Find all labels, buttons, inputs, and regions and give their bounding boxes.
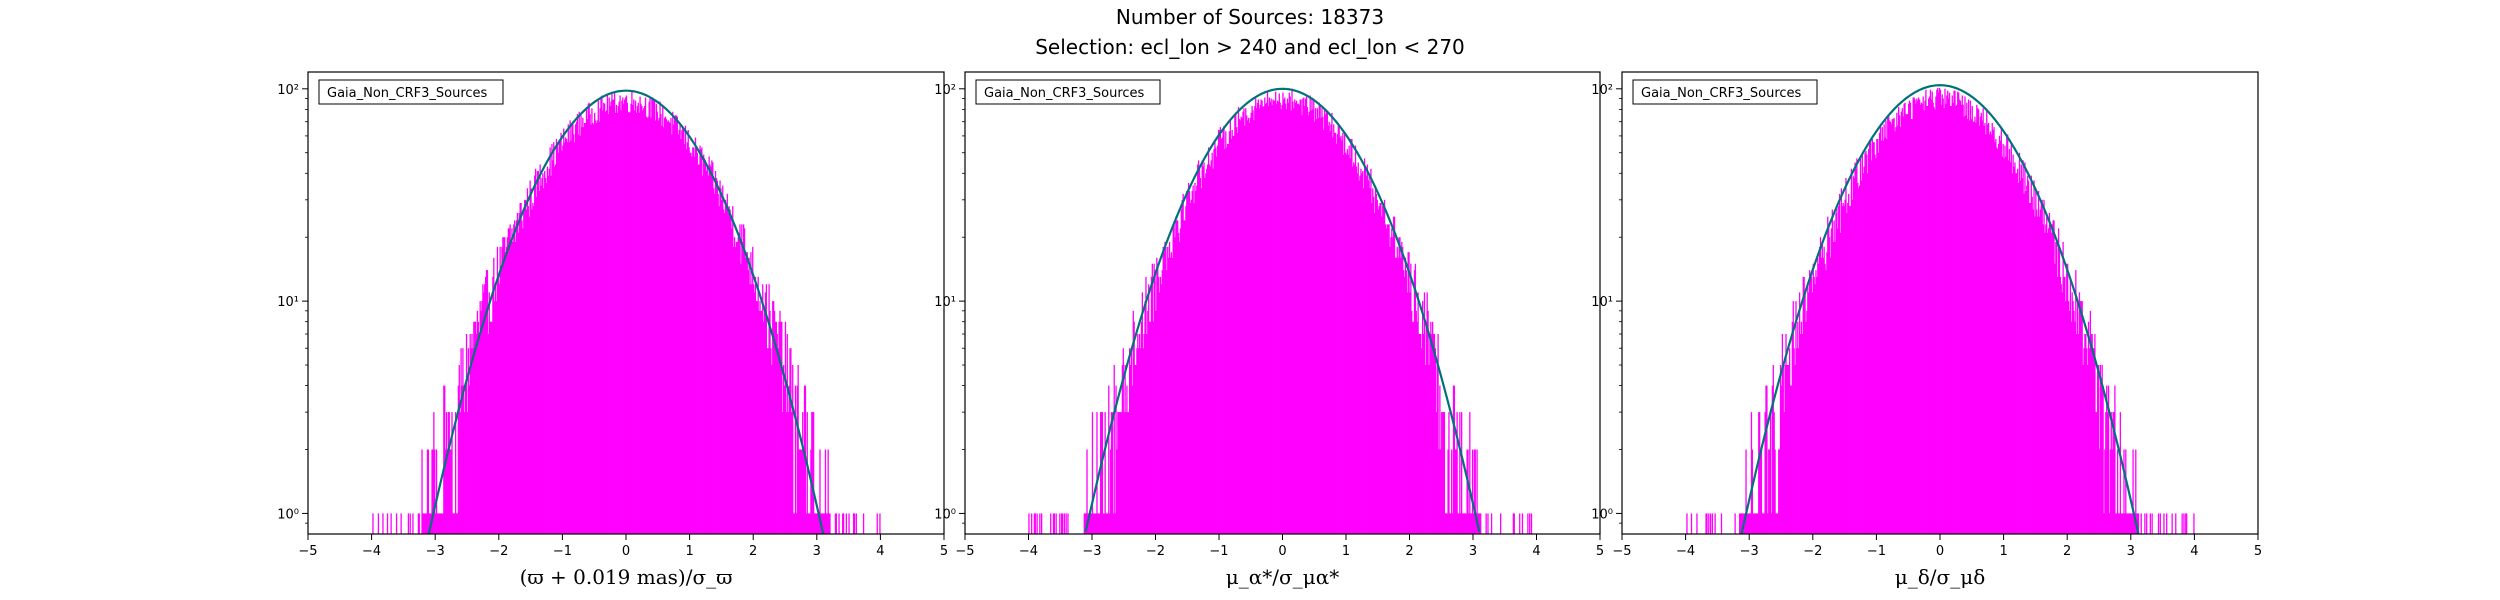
y-tick-label: 10² bbox=[934, 83, 956, 98]
x-tick-label: −4 bbox=[1676, 544, 1695, 559]
x-tick-label: −1 bbox=[553, 544, 572, 559]
y-tick-label: 10⁰ bbox=[1591, 507, 1613, 522]
y-tick-label: 10¹ bbox=[934, 295, 956, 310]
x-tick-label: 2 bbox=[1405, 544, 1413, 559]
x-tick-label: −3 bbox=[1082, 544, 1101, 559]
legend-label: Gaia_Non_CRF3_Sources bbox=[1641, 86, 1802, 101]
y-tick-label: 10¹ bbox=[277, 295, 299, 310]
x-tick-label: 5 bbox=[1596, 544, 1604, 559]
x-tick-label: 1 bbox=[685, 544, 693, 559]
fit-curve bbox=[427, 89, 825, 534]
legend-label: Gaia_Non_CRF3_Sources bbox=[327, 86, 488, 101]
x-tick-label: −5 bbox=[298, 544, 317, 559]
legend: Gaia_Non_CRF3_Sources bbox=[318, 79, 504, 105]
fit-curve bbox=[1740, 84, 2140, 534]
x-tick-label: 0 bbox=[1278, 544, 1286, 559]
x-tick-label: 5 bbox=[2254, 544, 2262, 559]
x-axis-label: μ_δ/σ_μδ bbox=[1895, 565, 1985, 589]
x-tick-label: 5 bbox=[940, 544, 948, 559]
x-tick-label: 1 bbox=[1342, 544, 1350, 559]
x-tick-label: −5 bbox=[1612, 544, 1631, 559]
x-tick-label: 4 bbox=[2190, 544, 2198, 559]
legend-label: Gaia_Non_CRF3_Sources bbox=[984, 86, 1145, 101]
histogram-series bbox=[1686, 87, 2195, 534]
x-tick-label: 2 bbox=[749, 544, 757, 559]
x-tick-label: −1 bbox=[1867, 544, 1886, 559]
legend-box bbox=[975, 79, 1161, 105]
x-tick-label: −4 bbox=[1019, 544, 1038, 559]
x-tick-label: −1 bbox=[1209, 544, 1228, 559]
x-tick-label: 2 bbox=[2063, 544, 2071, 559]
x-tick-label: −3 bbox=[426, 544, 445, 559]
panels: −5 −4 −3 −2 −1 0 1 2 3 4 5 10⁰ 10¹ 10² (ϖ + 0.019 mas)… bbox=[277, 71, 2262, 589]
legend: Gaia_Non_CRF3_Sources bbox=[975, 79, 1161, 105]
x-tick-label: 0 bbox=[1936, 544, 1944, 559]
y-tick-label: 10⁰ bbox=[277, 507, 299, 522]
x-tick-label: 4 bbox=[1532, 544, 1540, 559]
x-tick-label: 0 bbox=[622, 544, 630, 559]
y-tick-label: 10¹ bbox=[1591, 295, 1613, 310]
y-tick-label: 10² bbox=[1591, 83, 1613, 98]
panel-left: −5 −4 −3 −2 −1 0 1 2 3 4 5 10⁰ 10¹ 10² (ϖ + 0.019 mas)… bbox=[277, 71, 948, 589]
x-tick-label: −2 bbox=[489, 544, 508, 559]
x-tick-label: 3 bbox=[1469, 544, 1477, 559]
x-tick-label: −2 bbox=[1803, 544, 1822, 559]
figure-title-line1: Number of Sources: 18373 bbox=[1116, 5, 1384, 29]
legend-box bbox=[1632, 79, 1818, 105]
y-tick-label: 10² bbox=[277, 83, 299, 98]
panel-right: −5 −4 −3 −2 −1 0 1 2 3 4 5 10⁰ 10¹ 10² μ_δ/σ_μδ Gaia_No… bbox=[1591, 71, 2262, 589]
panel-middle: −5 −4 −3 −2 −1 0 1 2 3 4 5 10⁰ 10¹ 10² μ_α*/σ_μα* Gaia_… bbox=[934, 71, 1604, 589]
x-tick-label: 3 bbox=[2127, 544, 2135, 559]
histogram-series bbox=[372, 91, 881, 534]
x-tick-label: 1 bbox=[1999, 544, 2007, 559]
x-tick-label: 3 bbox=[813, 544, 821, 559]
x-tick-label: 4 bbox=[876, 544, 884, 559]
x-axis-label: μ_α*/σ_μα* bbox=[1226, 565, 1339, 589]
y-tick-label: 10⁰ bbox=[934, 507, 956, 522]
x-tick-label: −3 bbox=[1740, 544, 1759, 559]
fit-curve bbox=[1084, 87, 1481, 533]
x-tick-label: −5 bbox=[955, 544, 974, 559]
figure-title-line2: Selection: ecl_lon > 240 and ecl_lon < 2… bbox=[1035, 35, 1465, 59]
legend-box bbox=[318, 79, 504, 105]
x-tick-label: −2 bbox=[1146, 544, 1165, 559]
x-tick-label: −4 bbox=[362, 544, 381, 559]
x-axis-label: (ϖ + 0.019 mas)/σ_ϖ bbox=[520, 565, 733, 589]
legend: Gaia_Non_CRF3_Sources bbox=[1632, 79, 1818, 105]
histogram-series bbox=[1028, 88, 1533, 534]
